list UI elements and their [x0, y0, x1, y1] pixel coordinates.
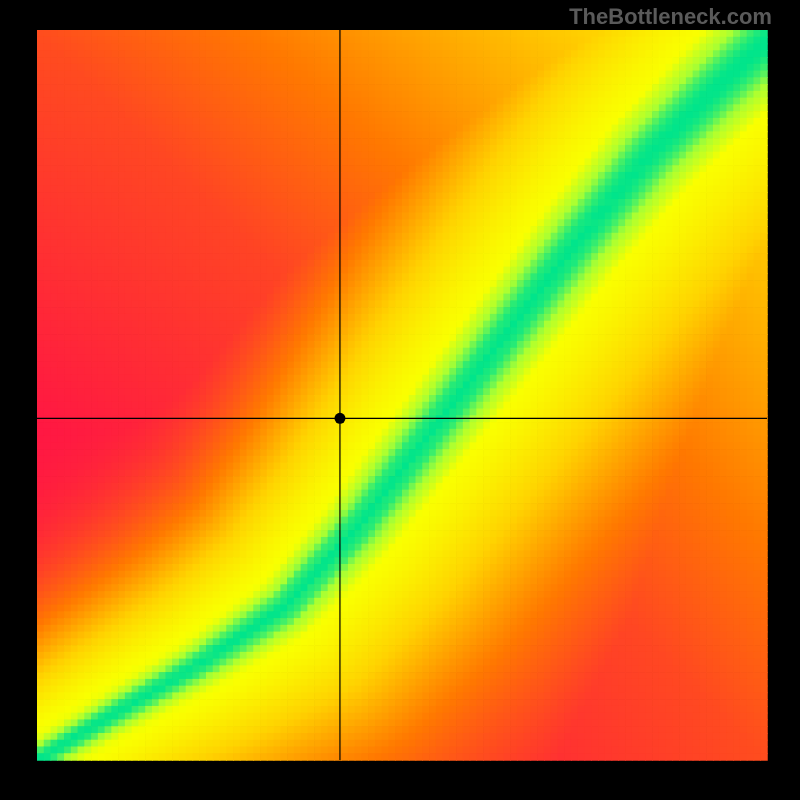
heatmap-canvas [0, 0, 800, 800]
chart-container: TheBottleneck.com [0, 0, 800, 800]
watermark-text: TheBottleneck.com [569, 4, 772, 30]
